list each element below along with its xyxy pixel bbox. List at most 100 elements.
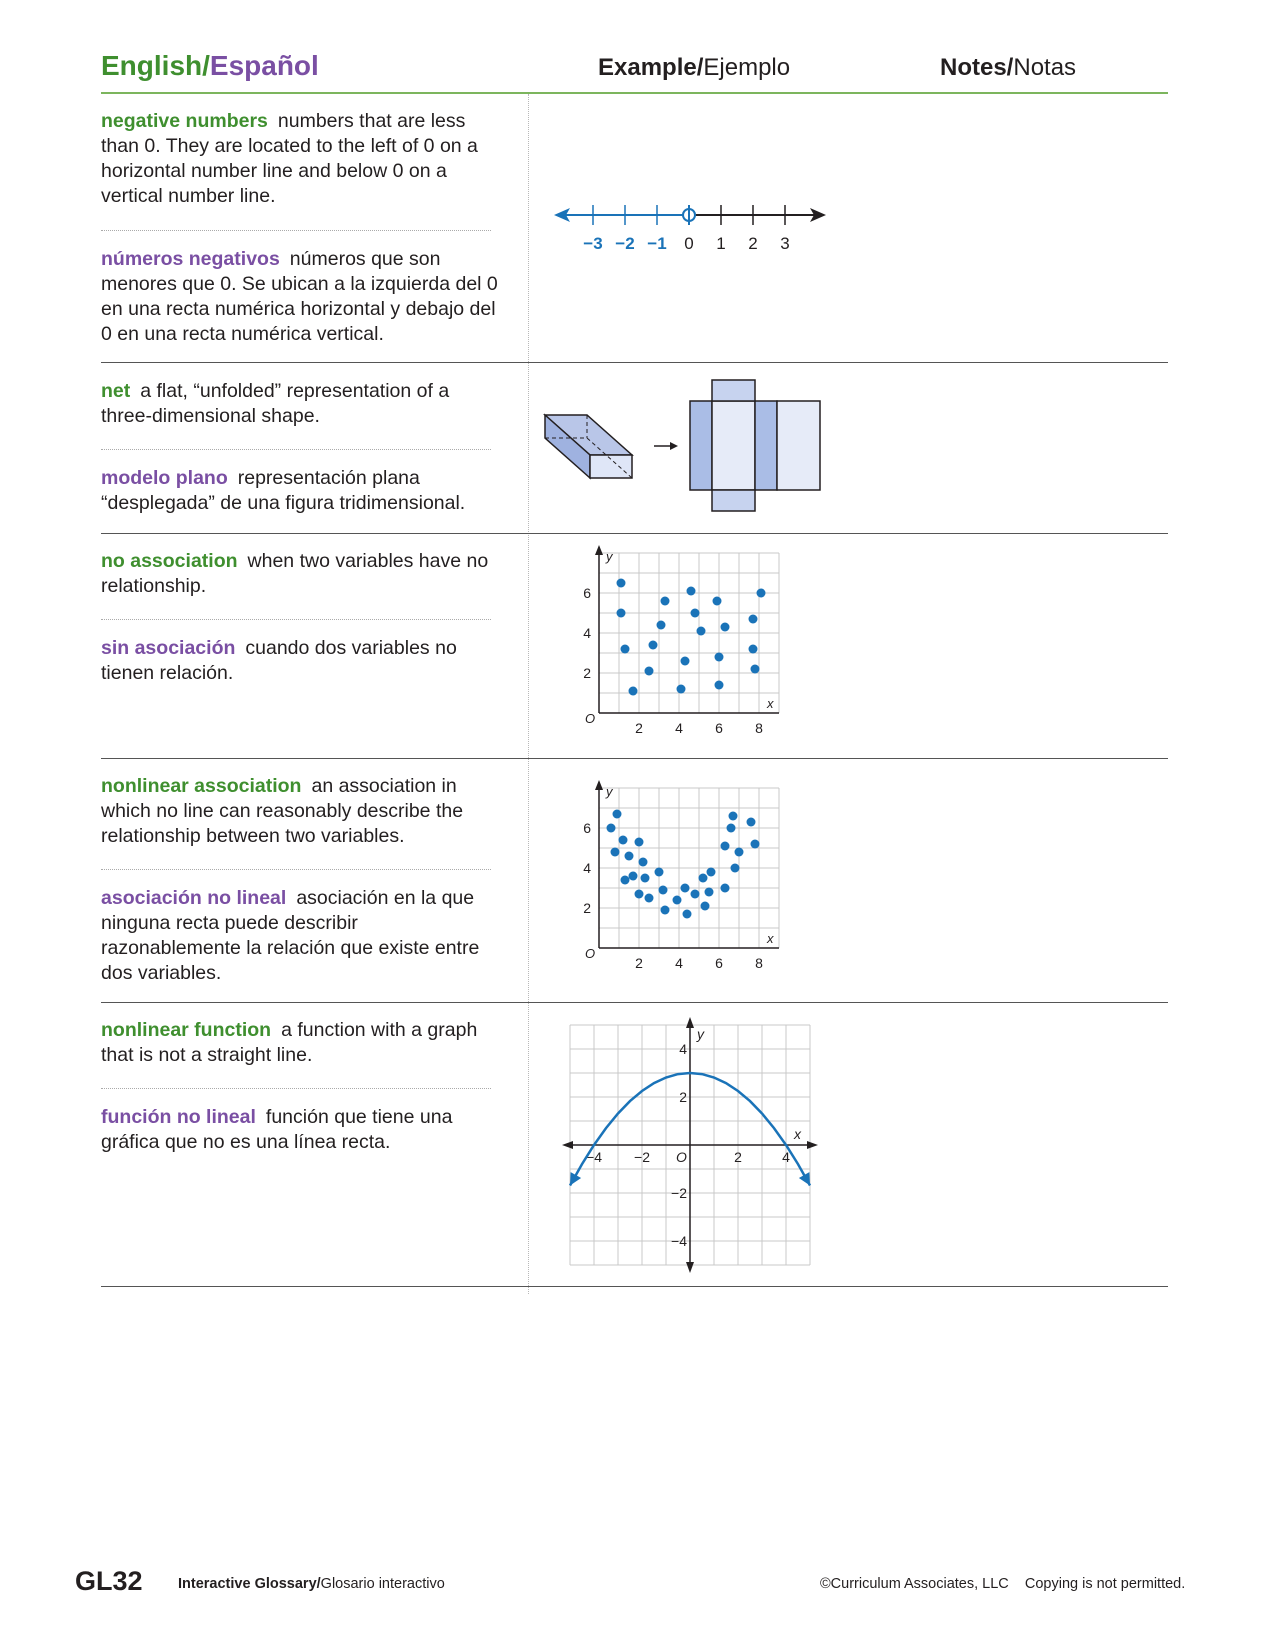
y-axis-arrow xyxy=(595,545,603,555)
entry-divider xyxy=(101,1088,491,1089)
column-header-example: Example/Ejemplo xyxy=(598,54,790,82)
entry-divider xyxy=(101,449,491,450)
row-separator xyxy=(101,362,1168,363)
data-point xyxy=(640,873,650,883)
data-point xyxy=(624,851,634,861)
data-point xyxy=(728,811,738,821)
term-en: nonlinear association xyxy=(101,775,302,797)
entry-es-numeros-negativos: números negativos números que son menores… xyxy=(101,247,501,347)
row-separator xyxy=(101,1002,1168,1003)
data-point xyxy=(680,883,690,893)
data-point xyxy=(726,823,736,833)
x-axis-left-arrow xyxy=(562,1141,573,1149)
definition-en: a flat, “unfolded” representation of a t… xyxy=(101,380,450,427)
entry-en-nonlinear-function: nonlinear function a function with a grap… xyxy=(101,1018,501,1068)
data-point xyxy=(714,680,724,690)
definition-es: números que son menores que 0. Se ubican… xyxy=(101,248,498,345)
y-axis-arrow xyxy=(595,780,603,790)
entry-en-negative-numbers: negative numbers numbers that are less th… xyxy=(101,109,501,209)
number-line-label: −1 xyxy=(647,234,666,253)
y-axis-label: y xyxy=(605,549,614,564)
net-example xyxy=(543,379,821,512)
entry-divider xyxy=(101,869,491,870)
term-en: nonlinear function xyxy=(101,1019,272,1041)
definition-en: an association in which no line can reas… xyxy=(101,775,464,847)
scatter-plot-nonlinear-association: y x O 2 4 6 8 2 4 6 xyxy=(583,780,780,971)
y-tick-label: 2 xyxy=(679,1089,687,1105)
data-point xyxy=(756,588,766,598)
x-tick-label: −2 xyxy=(634,1149,650,1165)
data-point xyxy=(634,837,644,847)
x-tick-label: 4 xyxy=(675,955,683,971)
x-tick-label: 6 xyxy=(715,955,723,971)
data-point xyxy=(750,839,760,849)
term-en: no association xyxy=(101,550,238,572)
unfolded-net-icon xyxy=(689,379,821,512)
term-es: números negativos xyxy=(101,248,280,270)
data-point xyxy=(704,887,714,897)
x-tick-label: 2 xyxy=(635,720,643,736)
header-espanol: Español xyxy=(209,50,319,81)
number-line-label: 0 xyxy=(684,234,693,253)
grid xyxy=(598,787,780,949)
column-header-glossary: English/Español xyxy=(101,50,319,82)
row-separator xyxy=(101,1286,1168,1287)
header-rule xyxy=(101,92,1168,94)
definition-es: representación plana “desplegada” de una… xyxy=(101,467,466,514)
entry-divider xyxy=(101,619,491,620)
header-notes-rest: Notas xyxy=(1013,54,1077,81)
data-point xyxy=(648,640,658,650)
term-en: net xyxy=(101,380,131,402)
definition-es: asociación en la que ninguna recta puede… xyxy=(101,887,480,984)
data-point xyxy=(616,608,626,618)
x-axis-label: x xyxy=(766,931,774,946)
data-point xyxy=(720,841,730,851)
curve-arrowhead xyxy=(798,1172,810,1186)
grid xyxy=(598,552,780,714)
origin-label: O xyxy=(585,711,595,726)
term-es: función no lineal xyxy=(101,1106,256,1128)
y-tick-label: 6 xyxy=(583,585,591,601)
y-tick-label: 2 xyxy=(583,665,591,681)
number-line-label: −3 xyxy=(583,234,602,253)
definition-en: numbers that are less than 0. They are l… xyxy=(101,110,478,207)
row-separator xyxy=(101,533,1168,534)
origin-label: O xyxy=(585,946,595,961)
y-tick-label: 4 xyxy=(583,625,591,641)
scatter-plot-no-association: y x O 2 4 6 8 2 4 6 xyxy=(583,545,780,736)
data-point xyxy=(680,656,690,666)
arrow-right-icon xyxy=(654,442,678,450)
number-line-label: 1 xyxy=(716,234,725,253)
column-header-notes: Notes/Notas xyxy=(940,54,1076,82)
header-example-bold: Example/ xyxy=(598,54,704,81)
curve-arrowhead xyxy=(570,1172,582,1186)
page-number: GL32 xyxy=(75,1566,143,1596)
column-divider xyxy=(528,94,529,1294)
y-tick-label: −2 xyxy=(671,1185,687,1201)
term-es: modelo plano xyxy=(101,467,228,489)
y-axis-label: y xyxy=(605,784,614,799)
term-es: sin asociación xyxy=(101,637,236,659)
number-line-example: −3 −2 −1 0 1 2 3 xyxy=(554,205,826,253)
rectangular-prism-icon xyxy=(543,413,634,480)
y-axis-top-arrow xyxy=(686,1017,694,1028)
data-point xyxy=(690,889,700,899)
data-point xyxy=(676,684,686,694)
data-point xyxy=(612,809,622,819)
x-axis-label: x xyxy=(766,696,774,711)
y-tick-label: 4 xyxy=(583,860,591,876)
entry-es-funcion-no-lineal: función no lineal función que tiene una g… xyxy=(101,1105,501,1155)
data-point xyxy=(714,652,724,662)
y-axis-label: y xyxy=(696,1026,705,1042)
graph-nonlinear-function: y x O −4 −2 2 4 −4 −2 2 4 xyxy=(562,1017,818,1273)
header-english: English xyxy=(101,50,203,81)
footer-title: Interactive Glossary/Glosario interactiv… xyxy=(178,1576,445,1592)
header-example-rest: Ejemplo xyxy=(703,54,791,81)
data-point xyxy=(750,664,760,674)
x-axis-right-arrow xyxy=(807,1141,818,1149)
data-point xyxy=(660,596,670,606)
x-tick-label: 4 xyxy=(782,1149,790,1165)
x-tick-label: 8 xyxy=(755,720,763,736)
footer-copyright: ©Curriculum Associates, LLC Copying is n… xyxy=(820,1576,1186,1592)
data-point xyxy=(720,622,730,632)
